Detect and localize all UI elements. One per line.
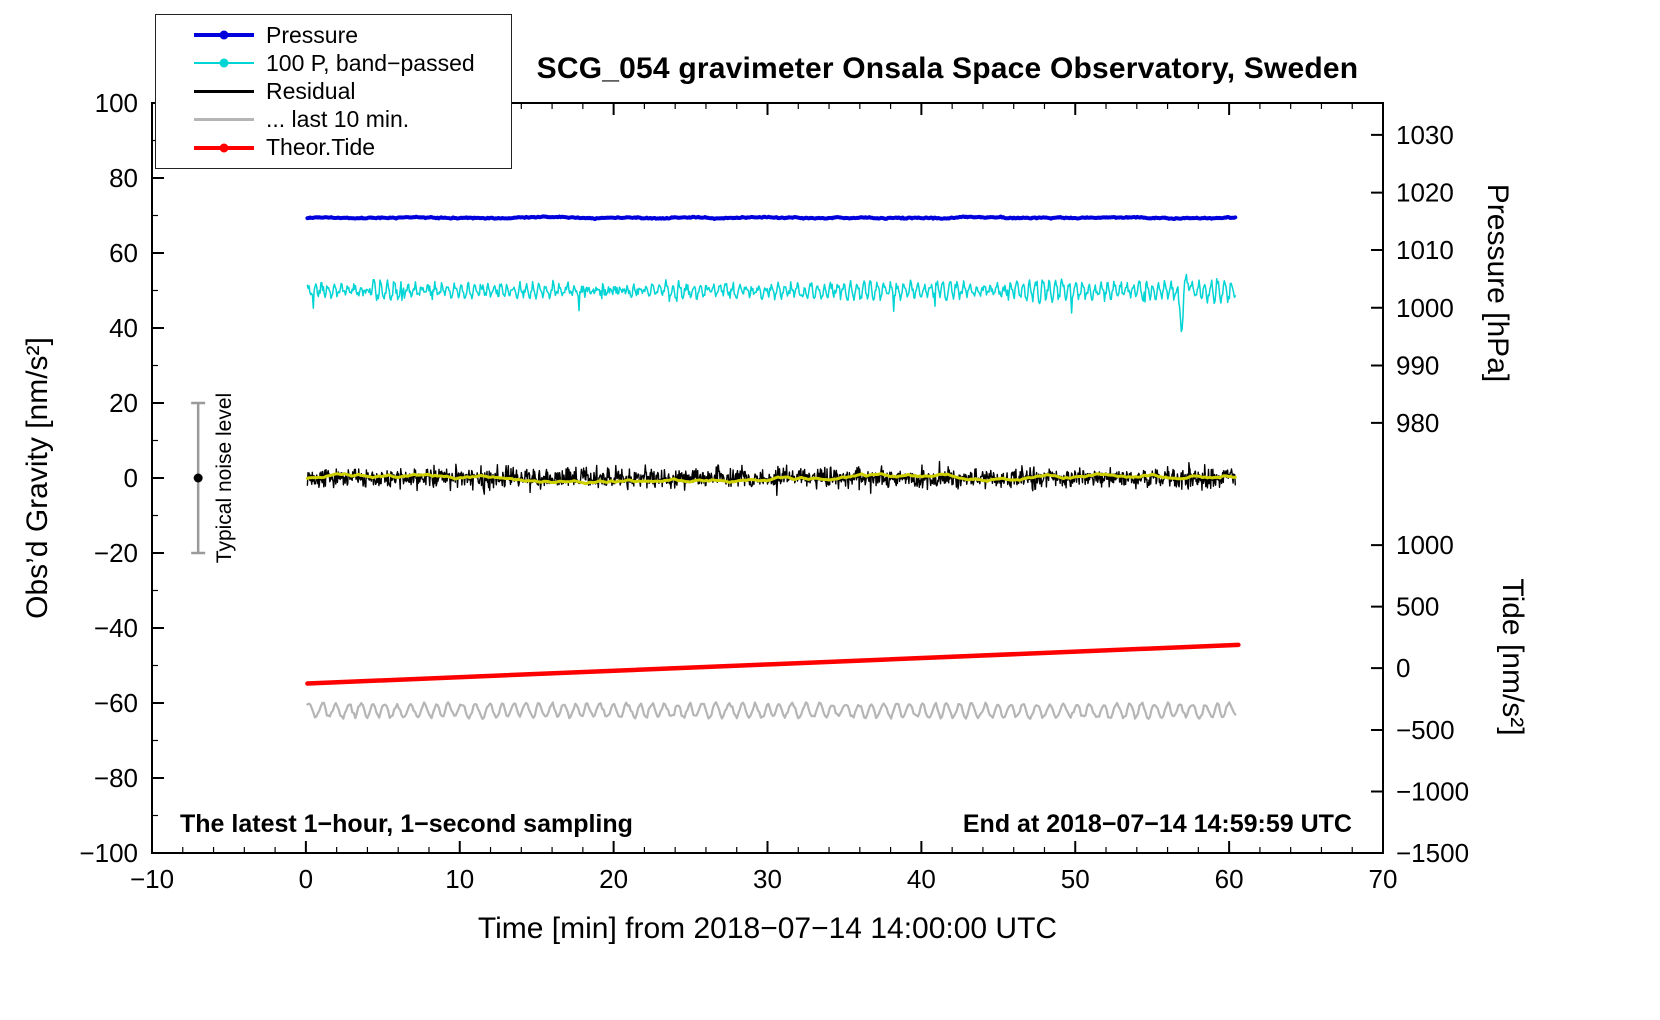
legend-label: Theor.Tide <box>266 134 376 161</box>
y-tick-label: 100 <box>95 88 138 118</box>
legend-item-100-p-band-passed: 100 P, band−passed <box>156 50 511 76</box>
y-tick-label: 0 <box>124 463 138 493</box>
pressure-tick-label: 980 <box>1396 408 1439 438</box>
sampling-annotation: The latest 1−hour, 1−second sampling <box>180 810 633 838</box>
series-100-p-band-passed <box>306 273 1237 333</box>
x-tick-label: −10 <box>130 864 174 894</box>
legend-label: 100 P, band−passed <box>266 49 475 76</box>
series-residual-smoothed <box>305 472 1237 486</box>
series-last-10-min <box>306 701 1237 721</box>
tide-tick-label: 500 <box>1396 592 1439 622</box>
legend-item-last-10-min: ... last 10 min. <box>156 106 511 133</box>
legend-label: Residual <box>266 77 356 104</box>
legend-line-sample <box>194 30 254 40</box>
x-tick-label: 20 <box>599 864 628 894</box>
legend-line <box>194 89 254 93</box>
tide-tick-label: −500 <box>1396 715 1455 745</box>
x-axis-label: Time [min] from 2018−07−14 14:00:00 UTC <box>477 912 1058 945</box>
legend-line <box>194 118 254 122</box>
x-tick-label: 70 <box>1369 864 1398 894</box>
tide-tick-label: −1000 <box>1396 777 1469 807</box>
legend-label: ... last 10 min. <box>266 106 410 133</box>
legend-line-sample <box>194 143 254 153</box>
legend-line-sample <box>194 118 254 122</box>
y-tick-label: −20 <box>94 538 138 568</box>
legend-item-residual: Residual <box>156 78 511 104</box>
pressure-axis-label: Pressure [hPa] <box>1481 183 1514 383</box>
pressure-tick-label: 1010 <box>1396 235 1454 265</box>
legend-line-sample <box>194 89 254 93</box>
legend-item-theor-tide: Theor.Tide <box>156 134 511 161</box>
y-tick-label: 80 <box>109 163 138 193</box>
pressure-tick-label: 1020 <box>1396 178 1454 208</box>
y-tick-label: 20 <box>109 388 138 418</box>
legend-label: Pressure <box>266 21 359 48</box>
y-tick-label: 60 <box>109 238 138 268</box>
tide-axis-label: Tide [nm/s²] <box>1496 578 1529 736</box>
legend-marker-dot <box>219 143 229 153</box>
legend-marker-dot <box>219 58 229 68</box>
legend: Pressure 100 P, band−passed Residual... la… <box>155 14 512 169</box>
legend-item-pressure: Pressure <box>156 22 511 48</box>
pressure-tick-label: 1030 <box>1396 120 1454 150</box>
tide-tick-label: 0 <box>1396 653 1410 683</box>
left-axis-label: Obs’d Gravity [nm/s²] <box>21 337 54 619</box>
x-tick-label: 40 <box>907 864 936 894</box>
series-pressure <box>305 214 1238 222</box>
tide-tick-label: −1500 <box>1396 838 1469 868</box>
x-tick-label: 30 <box>753 864 782 894</box>
y-tick-label: −80 <box>94 763 138 793</box>
y-tick-label: −100 <box>79 838 138 868</box>
x-tick-label: 60 <box>1215 864 1244 894</box>
pressure-tick-label: 1000 <box>1396 293 1454 323</box>
noise-level-label: Typical noise level <box>213 392 236 564</box>
tide-tick-label: 1000 <box>1396 530 1454 560</box>
y-tick-label: −60 <box>94 688 138 718</box>
pressure-tick-label: 990 <box>1396 351 1439 381</box>
x-tick-label: 10 <box>445 864 474 894</box>
y-tick-label: 40 <box>109 313 138 343</box>
noise-bar-dot <box>193 473 203 483</box>
chart-title: SCG_054 gravimeter Onsala Space Observat… <box>536 52 1359 85</box>
series-theor-tide <box>305 642 1241 686</box>
legend-marker-dot <box>219 30 229 40</box>
end-time-annotation: End at 2018−07−14 14:59:59 UTC <box>962 810 1352 838</box>
x-tick-label: 50 <box>1061 864 1090 894</box>
y-tick-label: −40 <box>94 613 138 643</box>
x-tick-label: 0 <box>299 864 313 894</box>
legend-line-sample <box>194 58 254 68</box>
